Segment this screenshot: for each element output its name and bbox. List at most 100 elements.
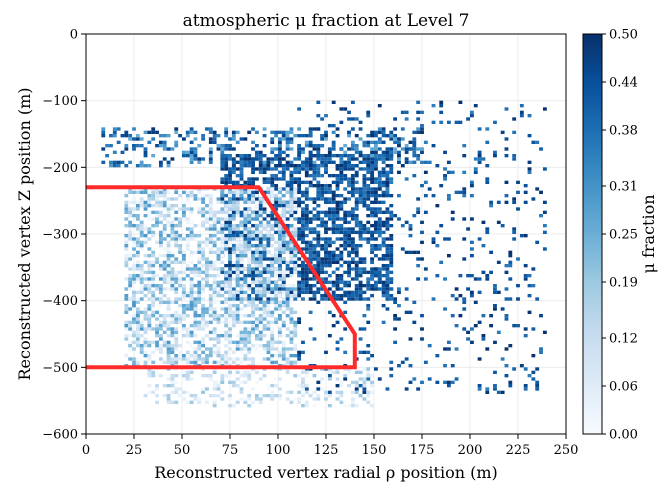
heatmap-cell — [262, 204, 267, 208]
heatmap-cell — [508, 297, 513, 301]
heatmap-cell — [239, 240, 244, 244]
heatmap-cell — [254, 254, 259, 258]
heatmap-cell — [374, 164, 378, 168]
heatmap-cell — [151, 284, 156, 288]
heatmap-cell — [132, 340, 136, 344]
heatmap-cell — [182, 284, 186, 288]
heatmap-cell — [235, 384, 240, 388]
heatmap-cell — [258, 377, 263, 381]
heatmap-cell — [281, 207, 286, 211]
heatmap-cell — [147, 280, 152, 284]
heatmap-cell — [182, 257, 186, 261]
heatmap-cell — [220, 354, 225, 358]
heatmap-cell — [362, 384, 367, 388]
heatmap-cell — [366, 377, 371, 381]
heatmap-cell — [170, 374, 175, 378]
heatmap-cell — [208, 307, 213, 311]
heatmap-cell — [293, 207, 298, 211]
heatmap-cell — [316, 170, 321, 174]
heatmap-cell — [185, 377, 190, 381]
heatmap-cell — [539, 350, 543, 354]
heatmap-cell — [247, 197, 252, 201]
heatmap-cell — [489, 200, 494, 204]
heatmap-cell — [193, 250, 198, 254]
heatmap-cell — [370, 157, 374, 161]
heatmap-cell — [362, 180, 367, 184]
heatmap-cell — [327, 190, 332, 194]
heatmap-cell — [512, 367, 517, 371]
heatmap-cell — [251, 360, 255, 364]
heatmap-cell — [320, 260, 325, 264]
heatmap-cell — [347, 244, 351, 248]
heatmap-cell — [197, 234, 202, 238]
heatmap-cell — [312, 237, 317, 241]
heatmap-cell — [216, 227, 221, 231]
heatmap-cell — [166, 247, 171, 251]
heatmap-cell — [489, 314, 494, 318]
heatmap-cell — [239, 280, 244, 284]
heatmap-cell — [531, 354, 536, 358]
heatmap-cell — [385, 280, 390, 284]
heatmap-cell — [385, 194, 390, 198]
heatmap-cell — [243, 240, 248, 244]
heatmap-cell — [135, 227, 140, 231]
heatmap-cell — [105, 154, 110, 158]
colorbar-label: μ fraction — [639, 194, 658, 273]
heatmap-cell — [135, 320, 140, 324]
heatmap-cell — [151, 290, 156, 294]
heatmap-cell — [205, 347, 209, 351]
heatmap-cell — [335, 320, 340, 324]
heatmap-cell — [339, 157, 344, 161]
heatmap-cell — [389, 277, 394, 281]
heatmap-cell — [170, 280, 175, 284]
heatmap-cell — [239, 250, 244, 254]
heatmap-cell — [205, 400, 209, 404]
heatmap-cell — [519, 234, 524, 238]
heatmap-cell — [335, 370, 340, 374]
heatmap-cell — [320, 270, 325, 274]
heatmap-cell — [389, 244, 394, 248]
heatmap-cell — [243, 347, 248, 351]
heatmap-cell — [239, 260, 244, 264]
heatmap-cell — [477, 277, 482, 281]
heatmap-cell — [285, 130, 290, 134]
heatmap-cell — [327, 394, 332, 398]
heatmap-cell — [293, 320, 298, 324]
heatmap-cell — [193, 397, 198, 401]
heatmap-cell — [304, 167, 309, 171]
heatmap-cell — [370, 200, 374, 204]
heatmap-cell — [135, 324, 140, 328]
heatmap-cell — [174, 140, 179, 144]
heatmap-cell — [400, 147, 405, 151]
heatmap-cell — [347, 167, 351, 171]
heatmap-cell — [420, 220, 424, 224]
heatmap-cell — [301, 194, 305, 198]
heatmap-cell — [220, 294, 225, 298]
heatmap-cell — [151, 350, 156, 354]
heatmap-cell — [208, 200, 213, 204]
heatmap-cell — [316, 257, 321, 261]
heatmap-cell — [293, 287, 298, 291]
heatmap-cell — [224, 337, 229, 341]
heatmap-cell — [224, 290, 229, 294]
heatmap-cell — [393, 150, 398, 154]
heatmap-cell — [247, 314, 252, 318]
heatmap-cell — [385, 287, 390, 291]
heatmap-cell — [208, 234, 213, 238]
heatmap-cell — [212, 394, 217, 398]
heatmap-cell — [231, 404, 236, 408]
heatmap-cell — [397, 140, 401, 144]
heatmap-cell — [446, 340, 451, 344]
heatmap-cell — [542, 330, 547, 334]
heatmap-cell — [243, 337, 248, 341]
heatmap-cell — [220, 397, 225, 401]
heatmap-cell — [239, 350, 244, 354]
heatmap-cell — [155, 384, 159, 388]
heatmap-cell — [358, 274, 363, 278]
heatmap-cell — [193, 147, 198, 151]
heatmap-cell — [354, 204, 359, 208]
heatmap-cell — [143, 394, 148, 398]
heatmap-cell — [404, 287, 409, 291]
heatmap-cell — [339, 164, 344, 168]
heatmap-cell — [301, 274, 305, 278]
